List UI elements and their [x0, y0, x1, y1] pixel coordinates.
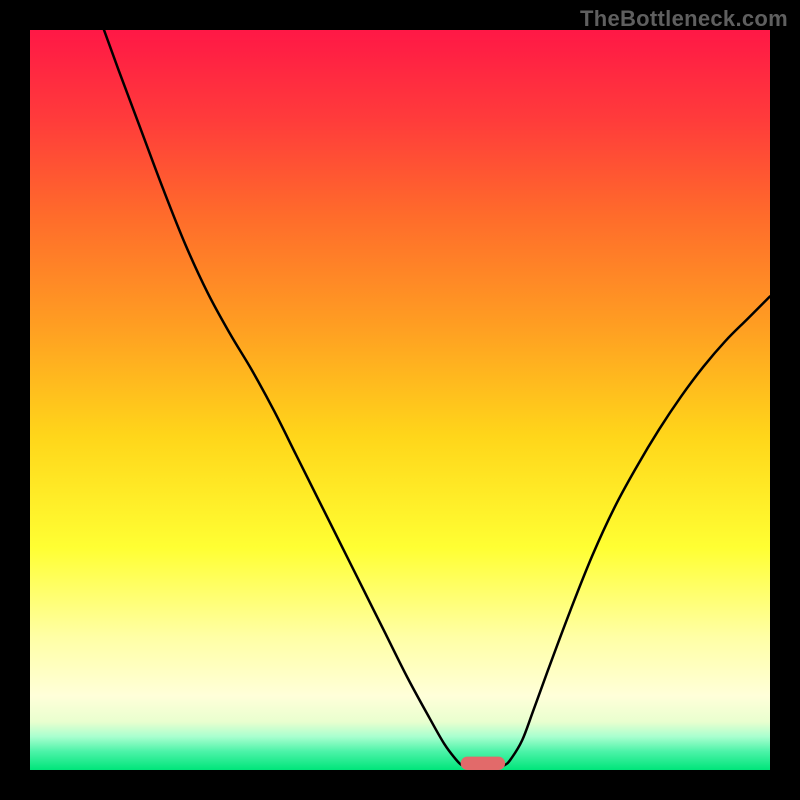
optimal-zone-marker	[461, 757, 505, 770]
plot-area	[30, 30, 770, 770]
gradient-background	[30, 30, 770, 770]
attribution-text: TheBottleneck.com	[580, 6, 788, 32]
chart-frame: TheBottleneck.com	[0, 0, 800, 800]
bottleneck-curve-chart	[30, 30, 770, 770]
